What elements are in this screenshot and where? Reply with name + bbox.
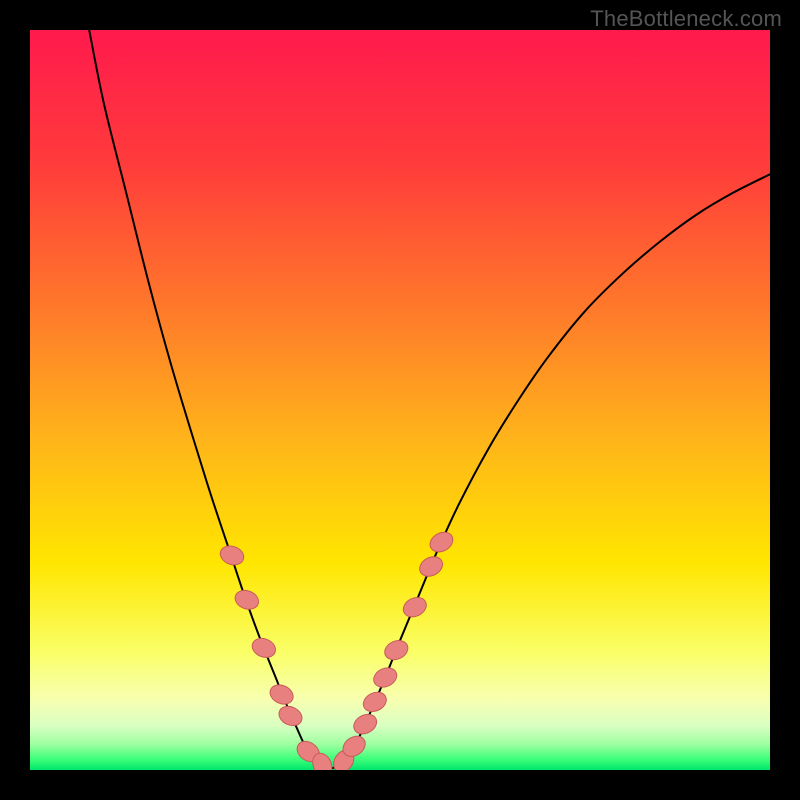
marker-point bbox=[382, 637, 411, 663]
curve-markers bbox=[218, 528, 457, 770]
curve-layer bbox=[30, 30, 770, 770]
marker-point bbox=[218, 543, 247, 568]
marker-point bbox=[267, 681, 296, 707]
watermark-text: TheBottleneck.com bbox=[590, 6, 782, 32]
marker-point bbox=[371, 664, 400, 690]
chart-container: TheBottleneck.com bbox=[0, 0, 800, 800]
marker-point bbox=[400, 594, 429, 621]
marker-point bbox=[360, 689, 389, 716]
marker-point bbox=[232, 587, 261, 612]
marker-point bbox=[427, 528, 457, 555]
marker-point bbox=[276, 703, 305, 730]
marker-point bbox=[416, 553, 446, 580]
marker-point bbox=[249, 635, 278, 661]
marker-point bbox=[350, 711, 380, 738]
bottleneck-curve bbox=[89, 30, 770, 768]
plot-area bbox=[30, 30, 770, 770]
